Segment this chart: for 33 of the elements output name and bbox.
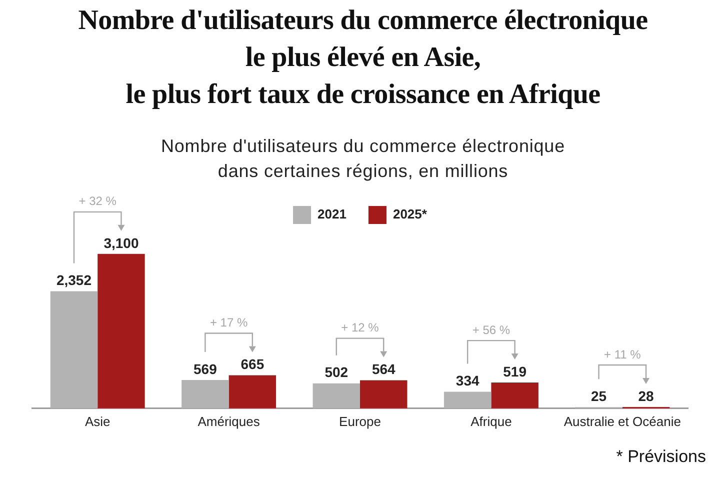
data-label: 3,100 xyxy=(104,234,139,251)
bar xyxy=(312,383,360,408)
data-label: 2,352 xyxy=(56,272,92,288)
bar xyxy=(98,254,145,408)
bar xyxy=(444,392,492,408)
bar xyxy=(491,382,538,408)
bar xyxy=(360,380,408,408)
legend-label: 2021 xyxy=(318,206,346,222)
data-label: 334 xyxy=(456,372,480,389)
data-label: 564 xyxy=(372,361,396,378)
chart-subtitle: Nombre d'utilisateurs du commerce électronique dans certaines régions, en millions xyxy=(160,135,566,183)
x-tick-label: Asie xyxy=(84,414,110,429)
data-label: 502 xyxy=(324,364,348,380)
annotation: + 17 % xyxy=(210,316,248,330)
x-tick-label: Amériques xyxy=(198,414,260,429)
data-label: 25 xyxy=(590,388,607,404)
data-label: 519 xyxy=(503,363,527,380)
annotation: + 11 % xyxy=(604,347,642,362)
text: * Prévisions xyxy=(616,446,706,468)
bar xyxy=(182,380,229,408)
x-tick-label: Afrique xyxy=(470,414,512,429)
data-label: 665 xyxy=(240,356,264,372)
legend-label: 2025* xyxy=(392,206,428,222)
annotation: + 12 % xyxy=(341,320,380,335)
bar xyxy=(228,375,276,408)
text: + 32 % xyxy=(78,194,117,208)
chart-title: Nombre d'utilisateurs du commerce électronique le plus élevé en Asie, le plus fort taux de croissance en Afrique xyxy=(77,4,649,112)
data-label: 28 xyxy=(638,388,654,404)
x-tick-label: Europe xyxy=(339,414,381,429)
bar xyxy=(50,291,98,408)
x-tick-label: Australie et Océanie xyxy=(564,414,681,429)
data-label: 569 xyxy=(194,360,218,377)
annotation: + 56 % xyxy=(472,322,510,337)
